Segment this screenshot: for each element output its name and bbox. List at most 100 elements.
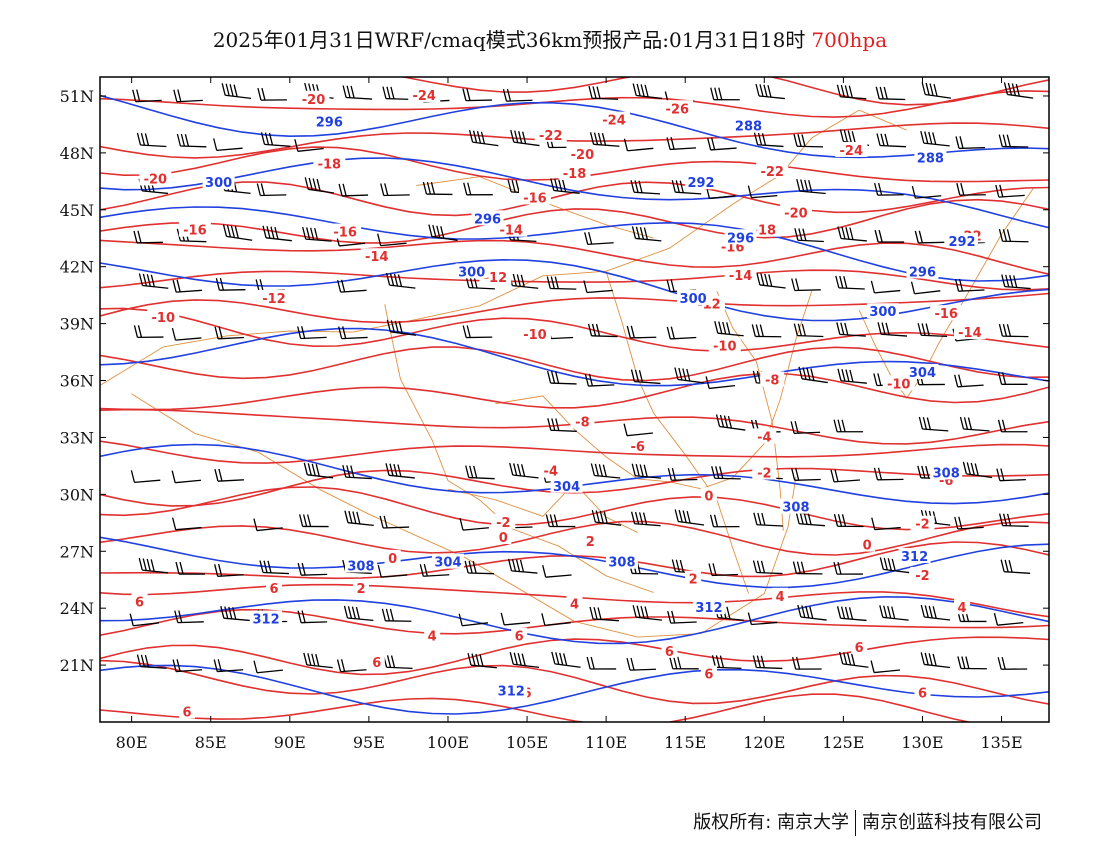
border-line xyxy=(384,304,654,593)
wind-barb-flag xyxy=(352,511,357,524)
height-contour xyxy=(100,327,1049,387)
wind-barb-shaft xyxy=(142,569,169,574)
wind-barb-flag xyxy=(315,464,320,477)
wind-barb-flag xyxy=(559,652,564,666)
wind-barb-shaft xyxy=(714,477,741,480)
wind-barb-flag xyxy=(677,656,682,669)
wind-barb-flag xyxy=(516,274,521,287)
wind-barb-flag xyxy=(601,133,607,146)
wind-barb-shaft xyxy=(513,141,540,147)
wind-barb-flag xyxy=(921,465,926,479)
height-label-bg xyxy=(344,557,377,573)
temperature-label-bg xyxy=(700,665,717,681)
wind-barb-flag xyxy=(926,417,931,430)
wind-barb-flag xyxy=(588,86,593,99)
wind-barb-flag xyxy=(303,652,308,666)
wind-barb-shaft xyxy=(306,664,333,669)
wind-barb-flag xyxy=(918,416,924,430)
wind-barb-flag xyxy=(176,279,181,292)
wind-barb-flag xyxy=(256,183,261,196)
wind-barb-flag xyxy=(879,605,884,618)
wind-barb-flag xyxy=(229,84,234,97)
wind-barb-flag xyxy=(640,84,645,97)
wind-barb-shaft xyxy=(506,99,533,102)
wind-barb-flag xyxy=(176,133,182,147)
wind-barb-flag xyxy=(232,607,237,620)
wind-barb-shaft xyxy=(554,663,581,668)
wind-barb-flag xyxy=(1001,274,1006,287)
wind-barb-flag xyxy=(179,561,184,575)
height-label: 312 xyxy=(695,601,722,616)
wind-barb-flag xyxy=(921,323,926,336)
wind-barb-shaft xyxy=(593,618,620,622)
wind-barb-flag xyxy=(586,656,591,670)
wind-barb-shaft xyxy=(142,190,169,195)
wind-barb-flag xyxy=(753,132,759,145)
wind-barb-flag xyxy=(631,226,637,239)
temperature-isotherm xyxy=(100,269,1049,291)
wind-barb-flag xyxy=(797,604,802,618)
wind-barb-flag xyxy=(180,133,186,147)
wind-barb-shaft xyxy=(883,568,910,574)
wind-barb-flag xyxy=(634,511,640,525)
wind-barb-flag xyxy=(841,226,846,240)
wind-barb-flag xyxy=(722,321,727,335)
wind-barb-shaft xyxy=(799,523,826,527)
wind-barb-flag xyxy=(500,612,505,626)
wind-barb-flag xyxy=(995,184,1000,198)
wind-barb-flag xyxy=(342,85,347,98)
wind-barb-shaft xyxy=(709,195,736,200)
wind-barb-flag xyxy=(932,606,937,619)
wind-barb-flag xyxy=(925,323,930,336)
wind-barb-flag xyxy=(397,464,402,477)
wind-barb-flag xyxy=(398,321,403,334)
temperature-label: 6 xyxy=(135,595,144,610)
temperature-label: -16 xyxy=(934,307,958,322)
wind-barb-shaft xyxy=(462,527,489,531)
wind-barb-flag xyxy=(306,227,311,240)
wind-barb-flag xyxy=(851,131,856,144)
wind-barb-flag xyxy=(674,367,679,380)
height-label: 300 xyxy=(205,176,232,191)
wind-barb-flag xyxy=(268,132,274,146)
footer-credits: 版权所有: 南京大学 南京创蓝科技有限公司 xyxy=(693,808,1042,836)
wind-barb-flag xyxy=(924,652,929,666)
wind-barb-shaft xyxy=(1004,571,1031,574)
wind-barb-flag xyxy=(555,652,560,665)
temperature-label: 6 xyxy=(515,630,524,645)
wind-barb-shaft xyxy=(799,190,826,195)
temperature-label-bg xyxy=(384,549,401,565)
temperature-isotherm xyxy=(100,372,1049,411)
wind-barb-flag xyxy=(144,133,150,146)
wind-barb-flag xyxy=(881,322,886,335)
wind-barb-flag xyxy=(175,561,180,575)
wind-barb-flag xyxy=(301,562,306,576)
temperature-label-bg xyxy=(352,580,369,596)
wind-barb-flag xyxy=(595,510,600,523)
wind-barb-flag xyxy=(933,83,938,97)
wind-barb-flag xyxy=(924,605,929,618)
wind-barb-flag xyxy=(343,605,349,619)
wind-barb-flag xyxy=(631,463,636,476)
wind-barb-flag xyxy=(144,654,150,668)
temperature-label: 0 xyxy=(704,489,713,504)
map-title: 2025年01月31日WRF/cmaq模式36km预报产品:01月31日18时 7… xyxy=(0,24,1100,53)
wind-barb-flag xyxy=(471,653,476,666)
wind-barb-flag xyxy=(837,514,843,527)
wind-barb-shaft xyxy=(636,94,663,100)
wind-barb-flag xyxy=(383,515,388,529)
wind-barb-shaft xyxy=(544,622,571,626)
height-label-bg xyxy=(605,553,638,569)
temperature-label: 6 xyxy=(665,645,674,660)
wind-barb-flag xyxy=(678,509,683,523)
wind-barb-flag xyxy=(587,323,593,336)
wind-barb-flag xyxy=(146,558,151,572)
wind-barb-shaft xyxy=(550,429,577,432)
wind-barb-flag xyxy=(638,370,644,383)
wind-barb-flag xyxy=(642,512,648,525)
wind-barb-flag xyxy=(999,184,1004,197)
wind-barb-shaft xyxy=(265,237,292,242)
temperature-label-bg xyxy=(661,642,678,658)
lon-tick-label: 120E xyxy=(743,733,785,752)
wind-barb-flag xyxy=(513,463,518,476)
